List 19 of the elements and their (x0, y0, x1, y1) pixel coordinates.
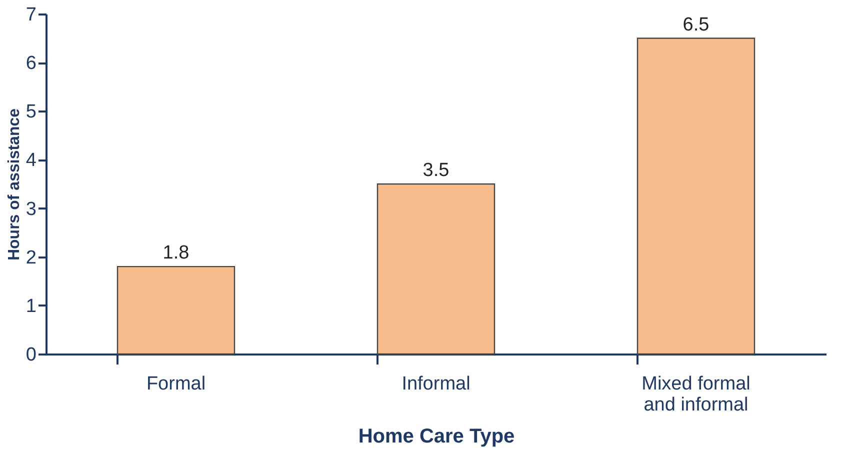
y-tick-label: 2 (26, 247, 36, 268)
data-label: 6.5 (682, 14, 710, 36)
bar (116, 266, 236, 355)
bar (636, 38, 756, 355)
y-axis-title: Hours of assistance (6, 108, 23, 261)
x-tick-label: Informal (402, 374, 470, 394)
y-tick-label: 5 (26, 102, 36, 123)
x-axis-title: Home Care Type (358, 426, 515, 448)
y-tick-label: 0 (26, 344, 36, 366)
data-label: 3.5 (422, 160, 450, 181)
y-tick-label: 7 (26, 4, 36, 26)
bar (376, 183, 496, 355)
x-tick-label: Mixed formal and informal (642, 374, 750, 416)
data-label: 1.8 (162, 242, 190, 264)
y-tick-label: 3 (26, 198, 36, 220)
x-tick-label: Formal (146, 374, 206, 394)
y-tick-label: 6 (26, 53, 36, 74)
y-tick-label: 1 (26, 296, 36, 317)
y-tick-label: 4 (26, 150, 37, 172)
